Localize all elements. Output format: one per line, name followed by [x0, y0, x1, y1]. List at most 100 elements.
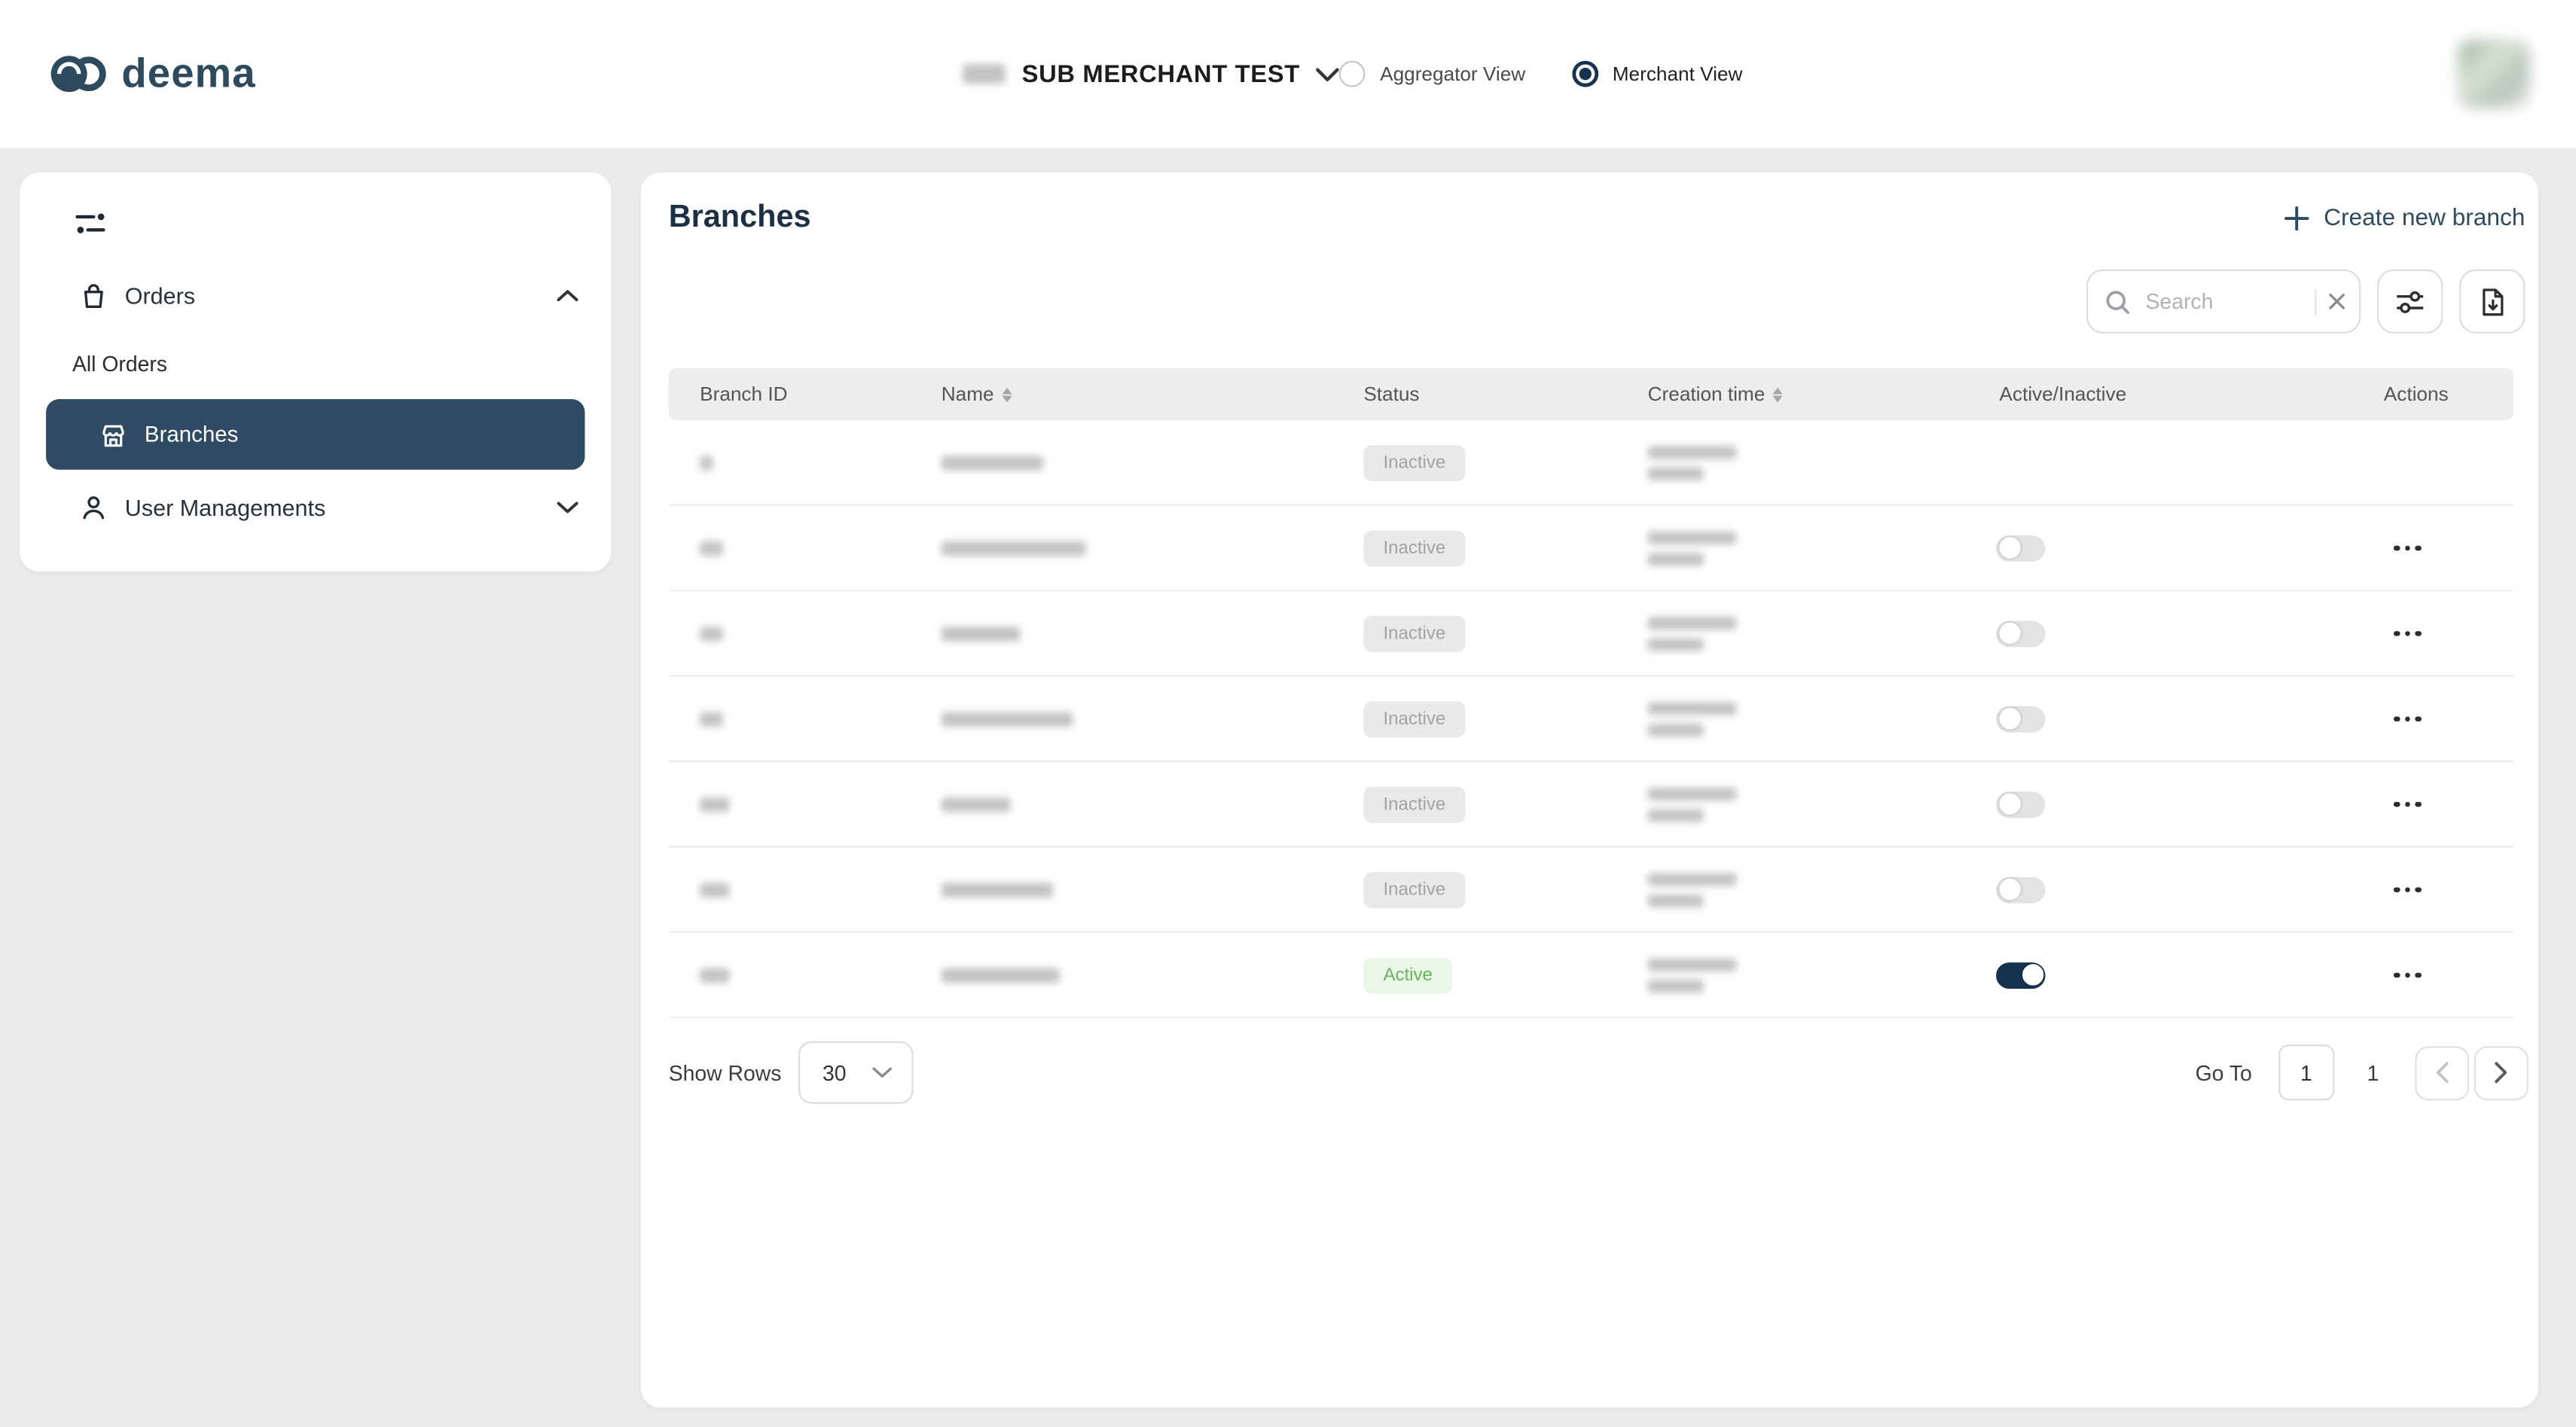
- aggregator-view-label: Aggregator View: [1380, 62, 1526, 86]
- active-inactive-toggle[interactable]: [1996, 534, 2046, 561]
- sidebar-item-orders-label: Orders: [124, 282, 196, 309]
- search-input[interactable]: [2142, 287, 2312, 316]
- filter-button[interactable]: [2377, 269, 2443, 334]
- search-box: [2086, 269, 2361, 334]
- cell-status: Active: [1363, 956, 1453, 993]
- redacted-date: [1647, 445, 1737, 459]
- redacted-name: [941, 882, 1054, 897]
- sidebar-item-branches-label: Branches: [144, 422, 239, 447]
- col-name[interactable]: Name: [942, 368, 1012, 421]
- next-page-button[interactable]: [2474, 1045, 2529, 1100]
- top-bar: deema SUB MERCHANT TEST Aggregator View …: [0, 0, 2576, 148]
- col-status[interactable]: Status: [1363, 383, 1420, 406]
- aggregator-view-radio[interactable]: Aggregator View: [1338, 60, 1526, 87]
- redacted-time: [1647, 466, 1704, 480]
- rows-per-page-select[interactable]: 30: [798, 1041, 913, 1104]
- row-actions-button[interactable]: [2391, 624, 2425, 642]
- radio-unselected-icon[interactable]: [1338, 60, 1366, 87]
- redacted-date: [1647, 615, 1737, 630]
- status-badge: Inactive: [1363, 444, 1466, 480]
- redacted-time: [1647, 808, 1704, 822]
- active-inactive-toggle[interactable]: [1996, 876, 2046, 903]
- deema-logo-icon: [50, 56, 106, 93]
- redacted-time: [1647, 978, 1704, 992]
- status-badge: Inactive: [1363, 529, 1466, 566]
- cell-branch-id: [700, 455, 713, 470]
- cell-status: Inactive: [1363, 614, 1466, 651]
- cell-active-toggle: [1996, 620, 2046, 647]
- col-actions[interactable]: Actions: [2383, 383, 2449, 406]
- sidebar-item-orders[interactable]: Orders: [20, 263, 611, 328]
- row-actions-button[interactable]: [2391, 538, 2425, 557]
- previous-page-button[interactable]: [2415, 1045, 2470, 1100]
- redacted-date: [1647, 701, 1737, 715]
- go-to-label: Go To: [2195, 1060, 2252, 1085]
- export-file-icon: [2482, 288, 2503, 316]
- toggle-knob: [1998, 622, 2020, 644]
- total-pages: 1: [2367, 1060, 2379, 1085]
- redacted-branch-id: [700, 540, 723, 556]
- active-inactive-toggle[interactable]: [1996, 962, 2046, 988]
- row-actions-button[interactable]: [2391, 794, 2425, 813]
- sidebar-item-branches[interactable]: Branches: [46, 399, 585, 470]
- pagination-right: Go To 1: [2196, 1041, 2529, 1104]
- cell-actions: [2391, 624, 2425, 642]
- cell-status: Inactive: [1363, 785, 1466, 822]
- active-inactive-toggle[interactable]: [1996, 620, 2046, 647]
- cell-branch-id: [700, 882, 730, 897]
- create-new-branch-button[interactable]: Create new branch: [2285, 206, 2525, 232]
- cell-branch-id: [700, 625, 723, 641]
- active-inactive-toggle[interactable]: [1996, 791, 2046, 818]
- radio-selected-icon[interactable]: [1571, 60, 1598, 87]
- chevron-down-icon: [557, 502, 578, 514]
- sidebar-item-all-orders[interactable]: All Orders: [72, 351, 168, 377]
- active-inactive-toggle[interactable]: [1996, 705, 2046, 732]
- redacted-name: [941, 967, 1060, 983]
- sidebar: Orders All Orders Branches User Manageme…: [20, 172, 612, 572]
- user-avatar[interactable]: [2457, 39, 2530, 108]
- row-actions-button[interactable]: [2391, 880, 2425, 899]
- go-to-page-input[interactable]: [2278, 1044, 2334, 1101]
- merchant-id-redacted: [963, 64, 1006, 84]
- storefront-icon: [102, 424, 124, 447]
- sort-icon[interactable]: [1773, 386, 1784, 402]
- redacted-branch-id: [700, 711, 723, 727]
- redacted-name: [941, 455, 1043, 470]
- col-active-inactive[interactable]: Active/Inactive: [1999, 383, 2127, 406]
- sort-icon[interactable]: [1002, 386, 1012, 402]
- plus-icon: [2285, 206, 2310, 231]
- orders-bag-icon: [84, 284, 103, 308]
- cell-creation-time: [1647, 872, 1737, 907]
- redacted-time: [1647, 722, 1704, 736]
- status-badge: Active: [1363, 956, 1453, 993]
- redacted-name: [941, 540, 1086, 556]
- sidebar-item-user-managements[interactable]: User Managements: [20, 474, 611, 540]
- clear-search-icon[interactable]: [2328, 292, 2346, 310]
- merchant-name: SUB MERCHANT TEST: [1021, 59, 1300, 88]
- merchant-selector[interactable]: SUB MERCHANT TEST: [963, 0, 1340, 148]
- users-icon: [83, 496, 105, 520]
- table-row: Inactive: [668, 591, 2514, 677]
- row-actions-button[interactable]: [2391, 709, 2425, 728]
- chevron-right-icon: [2495, 1062, 2507, 1084]
- branches-table: Branch ID Name Status Creation time Acti…: [668, 367, 2514, 1019]
- export-file-button[interactable]: [2459, 269, 2526, 334]
- cell-creation-time: [1647, 957, 1737, 992]
- redacted-branch-id: [700, 455, 713, 470]
- redacted-branch-id: [700, 882, 730, 897]
- cell-name: [941, 882, 1054, 897]
- cell-actions: [2391, 794, 2425, 813]
- redacted-time: [1647, 551, 1704, 566]
- cell-creation-time: [1647, 445, 1737, 480]
- merchant-view-radio[interactable]: Merchant View: [1571, 60, 1742, 87]
- table-header: Branch ID Name Status Creation time Acti…: [668, 367, 2514, 421]
- col-branch-id[interactable]: Branch ID: [700, 383, 788, 406]
- cell-name: [941, 455, 1043, 470]
- sidebar-collapse-icon[interactable]: [74, 209, 107, 238]
- table-row: Inactive: [668, 420, 2514, 506]
- row-actions-button[interactable]: [2391, 965, 2425, 984]
- redacted-time: [1647, 893, 1704, 907]
- col-creation-time[interactable]: Creation time: [1648, 368, 1784, 421]
- redacted-date: [1647, 530, 1737, 544]
- cell-actions: [2391, 880, 2425, 899]
